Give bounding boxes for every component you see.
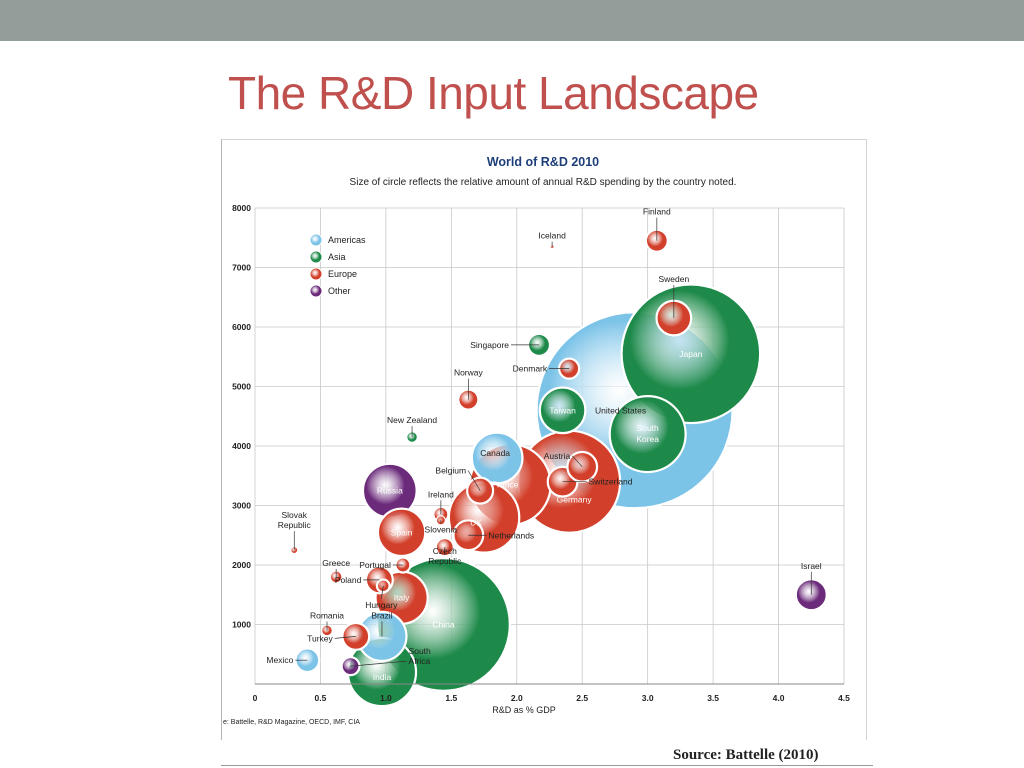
bubble-label: Portugal [359, 560, 391, 570]
x-axis-label: R&D as % GDP [492, 705, 556, 715]
chart-title: World of R&D 2010 [487, 155, 599, 169]
bubble-label: Singapore [470, 340, 509, 350]
label-leader-line [571, 455, 583, 468]
bubble-label: Italy [394, 593, 410, 603]
bubble-label: Belgium [435, 466, 466, 476]
bubble-point [376, 507, 427, 558]
legend-label: Asia [328, 252, 346, 262]
bubble-label: Hungary [365, 600, 398, 610]
bubble-label: Greece [322, 558, 350, 568]
label-leader-line [334, 636, 356, 639]
bubble-label: Denmark [513, 364, 548, 374]
bubble-label: Poland [335, 575, 362, 585]
chart-frame: United States Japan China Germany South Korea… [221, 139, 867, 740]
bubble-label: Brazil [371, 610, 392, 620]
legend-swatch [309, 250, 323, 264]
y-tick-label: 8000 [232, 203, 251, 213]
bubble-label: Czech Republic [428, 546, 462, 566]
bubble-chart: United States Japan China Germany South Korea… [223, 155, 850, 726]
bubble-labels: United States Japan China Germany South Korea… [266, 207, 821, 682]
bubble-point [341, 621, 371, 651]
label-leader-line [380, 585, 384, 599]
legend: Americas Asia Europe Other [309, 233, 366, 298]
bubble-label: Netherlands [488, 530, 534, 540]
y-tick-label: 3000 [232, 501, 251, 511]
bubble-label: India [373, 672, 392, 682]
bubble-label: Taiwan [549, 405, 576, 415]
bottom-rule [221, 765, 873, 766]
y-tick-label: 1000 [232, 620, 251, 630]
bubble-label: France [492, 480, 519, 490]
bubble-label: Mexico [266, 655, 293, 665]
bubble-label: Spain [391, 527, 413, 537]
bubble-label: Japan [679, 349, 702, 359]
bubble-label: Iceland [538, 231, 566, 241]
x-tick-label: 2.0 [511, 693, 523, 703]
bubble-point [434, 537, 455, 558]
bubble-label: New Zealand [387, 415, 437, 425]
x-tick-label: 0 [253, 693, 258, 703]
source-citation: Source: Battelle (2010) [673, 747, 819, 763]
x-tick-label: 4.0 [773, 693, 785, 703]
x-tick-label: 2.5 [576, 693, 588, 703]
x-tick-label: 1.5 [445, 693, 457, 703]
x-tick-label: 1.0 [380, 693, 392, 703]
bubble-label: Romania [310, 610, 344, 620]
bubble-label: Russia [377, 486, 403, 496]
x-tick-label: 3.5 [707, 693, 719, 703]
bubble-label: Canada [480, 448, 510, 458]
slide-title: The R&D Input Landscape [228, 67, 759, 119]
bubble-label: Norway [454, 368, 484, 378]
legend-swatch [309, 267, 323, 281]
bubble-label: Ireland [428, 489, 454, 499]
bubble-label: Slovenia [425, 524, 458, 534]
bubble-point [538, 386, 587, 435]
legend-label: Americas [328, 235, 366, 245]
x-tick-label: 4.5 [838, 693, 850, 703]
y-tick-label: 6000 [232, 322, 251, 332]
bubble-label: Germany [557, 495, 593, 505]
chart-subtitle: Size of circle reflects the relative amo… [350, 177, 737, 188]
label-leader-line [467, 470, 481, 491]
bubble-label: Israel [801, 561, 822, 571]
bubbles [290, 228, 828, 708]
bubble-label: United States [595, 405, 646, 415]
bubble-label: Sweden [658, 274, 689, 284]
bubble-label: China [432, 620, 454, 630]
bubble-label: Slovak Republic [278, 510, 312, 530]
y-tick-label: 4000 [232, 441, 251, 451]
bubble-label: Austria [544, 451, 571, 461]
bubble-label: Switzerland [589, 477, 633, 487]
legend-swatch [309, 284, 323, 298]
y-tick-label: 7000 [232, 263, 251, 273]
slide-header-band [0, 0, 1024, 41]
y-tick-label: 5000 [232, 382, 251, 392]
bubble-point [470, 431, 524, 485]
x-tick-label: 0.5 [315, 693, 327, 703]
bubble-label: Turkey [307, 633, 333, 643]
label-leader-line [350, 660, 407, 667]
legend-swatch [309, 233, 323, 247]
legend-label: Other [328, 286, 351, 296]
bubble-label: South Korea [636, 423, 659, 444]
bubble-label: UK [470, 517, 482, 527]
bubble-point [608, 395, 687, 474]
x-tick-label: 3.0 [642, 693, 654, 703]
source-note: e: Battelle, R&D Magazine, OECD, IMF, CI… [223, 719, 360, 726]
y-tick-label: 2000 [232, 560, 251, 570]
legend-label: Europe [328, 269, 357, 279]
bubble-label: South Africa [409, 646, 431, 666]
bubble-label: Finland [643, 207, 671, 217]
axes: 0 0.5 1.0 1.5 2.0 2.5 3.0 3.5 4.0 4.5 1000 2000 3000… [232, 203, 850, 703]
